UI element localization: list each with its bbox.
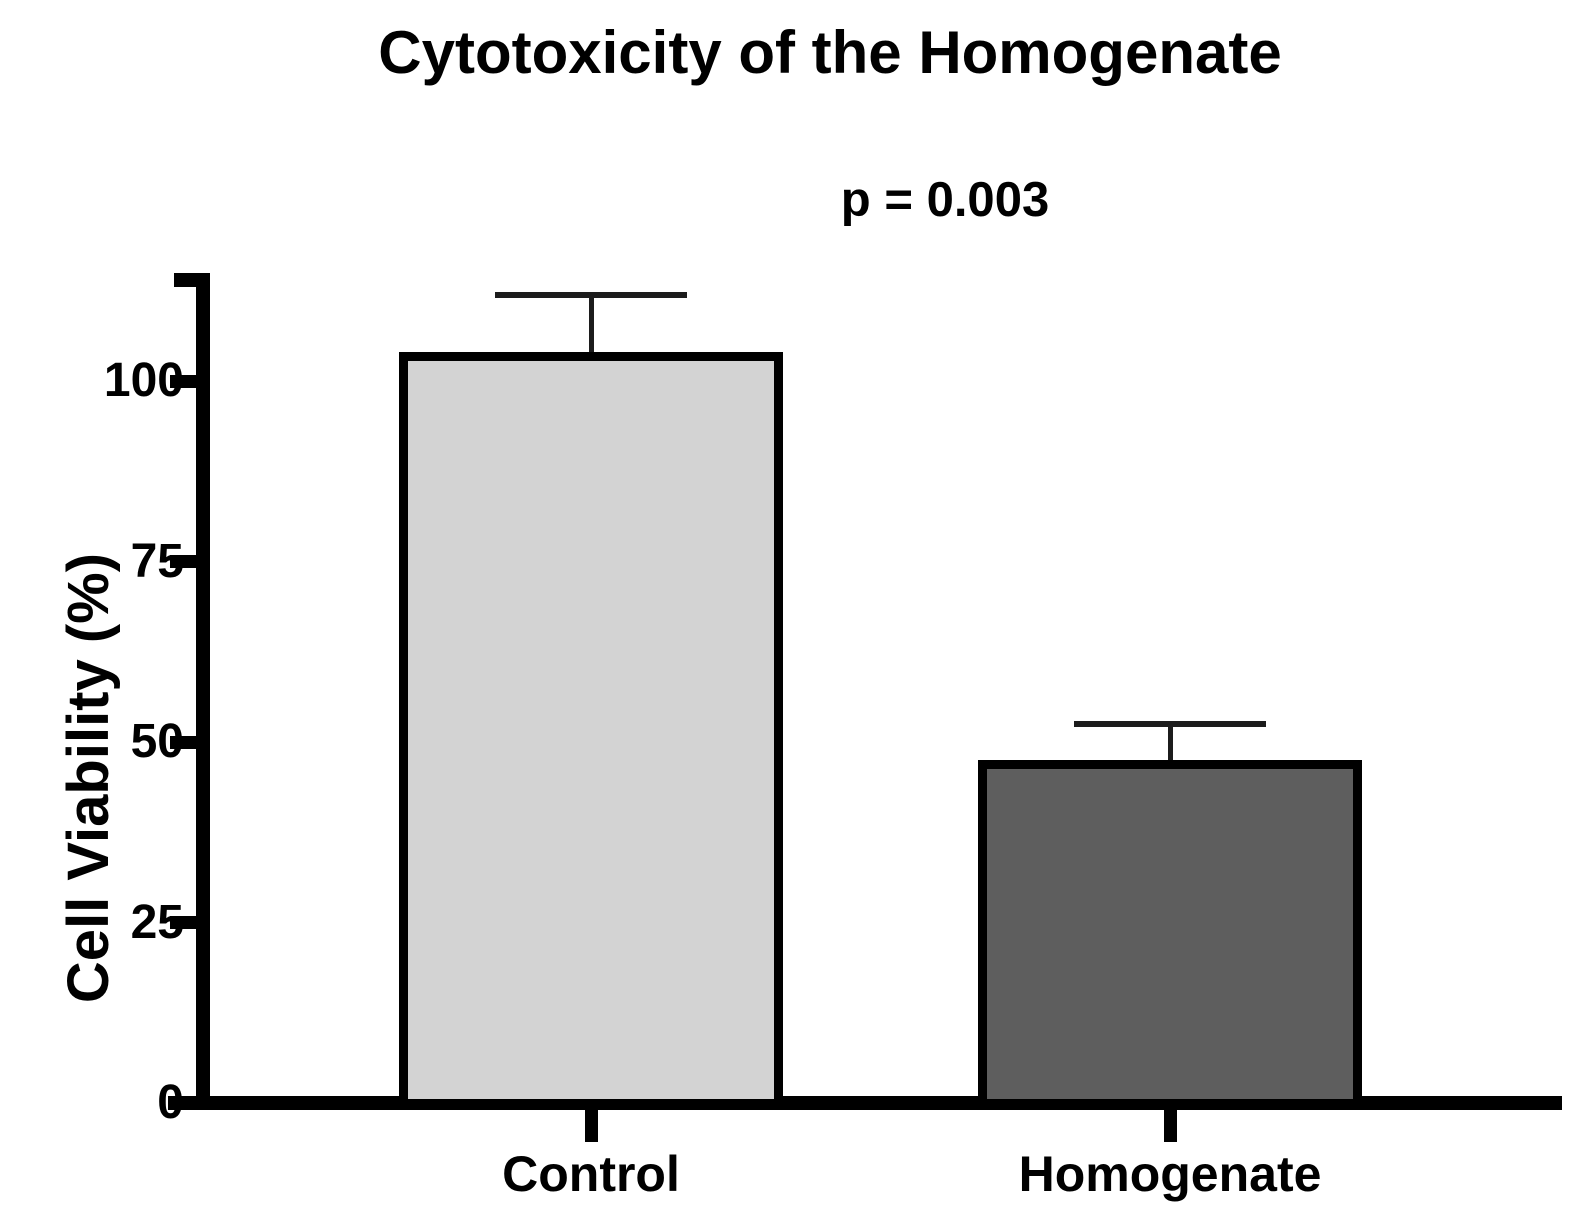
y-tick-label-0: 0 — [157, 1076, 184, 1129]
x-tick-label-homogenate: Homogenate — [1018, 1146, 1322, 1202]
y-tick-label-50: 50 — [130, 715, 184, 769]
y-axis-line — [196, 273, 210, 1110]
chart-title: Cytotoxicity of the Homogenate — [378, 19, 1282, 86]
x-tick-label-control: Control — [502, 1146, 680, 1202]
x-tick-homogenate — [1163, 1110, 1177, 1142]
y-tick-50 — [170, 735, 196, 749]
y-tick-25 — [170, 916, 196, 930]
bar-control — [399, 352, 783, 1108]
error-bar-line-control — [588, 294, 594, 363]
y-tick-100 — [170, 374, 196, 388]
y-tick-0 — [170, 1096, 196, 1110]
error-bar-cap-homogenate — [1074, 721, 1266, 728]
y-tick-label-75: 75 — [130, 534, 184, 588]
y-tick-75 — [170, 555, 196, 569]
y-axis-end-cap — [174, 273, 210, 287]
x-tick-control — [584, 1110, 598, 1142]
error-bar-line-homogenate — [1167, 724, 1173, 771]
error-bar-cap-control — [495, 291, 687, 298]
y-tick-label-100: 100 — [103, 354, 184, 408]
bar-homogenate — [978, 760, 1362, 1108]
p-value-annotation: p = 0.003 — [840, 173, 1050, 227]
y-tick-label-25: 25 — [130, 895, 184, 949]
